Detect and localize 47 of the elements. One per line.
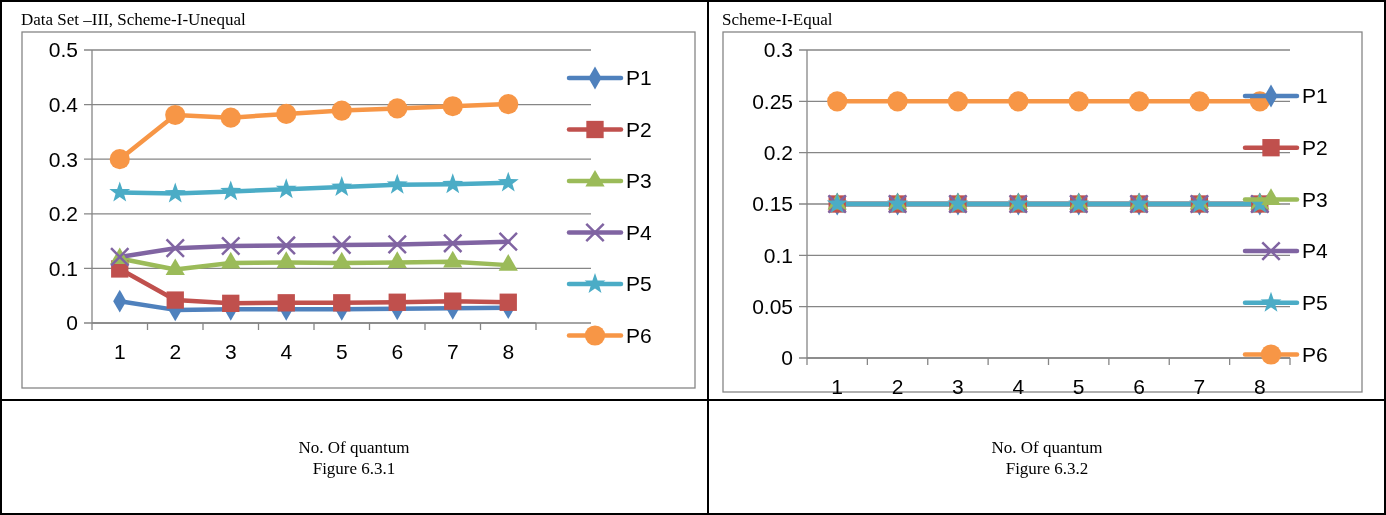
x-tick-label: 1 — [831, 375, 844, 398]
chart-title: Scheme-I-Equal — [722, 10, 833, 29]
legend-label: P1 — [626, 66, 652, 90]
caption: Figure 6.3.2 — [1005, 459, 1089, 478]
legend-label: P5 — [1302, 291, 1328, 315]
x-tick-label: 1 — [113, 340, 126, 363]
x-tick-label: 2 — [891, 375, 904, 398]
x-tick-label: 5 — [1072, 375, 1085, 398]
y-tick-label: 0.4 — [48, 92, 79, 116]
y-tick-label: 0.1 — [48, 256, 78, 280]
x-tick-label: 8 — [1253, 375, 1266, 398]
legend-label: P3 — [626, 169, 652, 193]
chart-title: Data Set –III, Scheme-I-Unequal — [21, 10, 246, 29]
x-axis-title: No. Of quantum — [991, 438, 1103, 457]
x-tick-label: 8 — [502, 340, 515, 363]
x-tick-label: 4 — [1012, 375, 1025, 398]
legend-label: P3 — [1302, 187, 1328, 211]
legend-label: P4 — [1302, 239, 1329, 263]
legend-label: P2 — [1302, 136, 1328, 160]
y-tick-label: 0 — [66, 311, 78, 335]
caption: Figure 6.3.1 — [312, 459, 396, 478]
y-tick-label: 0 — [781, 346, 793, 370]
y-tick-label: 0.05 — [752, 295, 793, 319]
x-tick-label: 7 — [1193, 375, 1206, 398]
y-tick-label: 0.2 — [48, 202, 78, 226]
x-tick-label: 2 — [169, 340, 182, 363]
x-tick-label: 6 — [391, 340, 404, 363]
y-tick-label: 0.25 — [752, 89, 793, 113]
x-tick-label: 3 — [224, 340, 237, 363]
y-tick-label: 0.3 — [48, 147, 78, 171]
legend-label: P2 — [626, 117, 652, 141]
x-tick-label: 7 — [446, 340, 459, 363]
legend-label: P6 — [1302, 342, 1328, 366]
x-tick-label: 4 — [280, 340, 293, 363]
x-tick-label: 3 — [952, 375, 964, 398]
legend-label: P5 — [626, 272, 652, 296]
legend-label: P1 — [1302, 84, 1328, 108]
y-tick-label: 0.15 — [752, 192, 793, 216]
y-tick-label: 0.2 — [763, 141, 793, 165]
y-tick-label: 0.5 — [48, 38, 78, 62]
legend-label: P4 — [626, 220, 653, 244]
legend-label: P6 — [626, 323, 652, 347]
x-tick-label: 5 — [335, 340, 348, 363]
x-axis-title: No. Of quantum — [298, 438, 410, 457]
y-tick-label: 0.1 — [763, 243, 793, 267]
x-tick-label: 6 — [1133, 375, 1145, 398]
y-tick-label: 0.3 — [763, 38, 793, 62]
